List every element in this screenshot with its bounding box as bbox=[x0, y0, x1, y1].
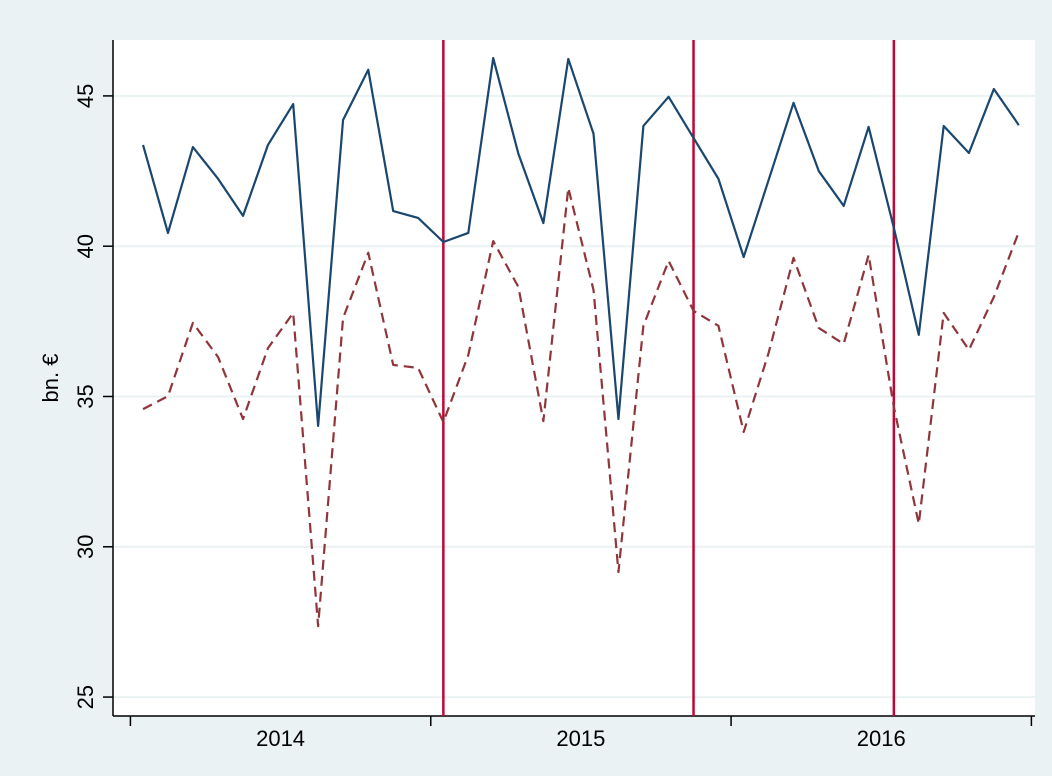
y-tick-label: 35 bbox=[73, 384, 98, 408]
x-tick-label: 2016 bbox=[857, 726, 906, 751]
y-tick-label: 30 bbox=[73, 535, 98, 559]
y-tick-label: 45 bbox=[73, 84, 98, 108]
y-axis-label: bn. € bbox=[38, 354, 63, 403]
y-tick-label: 40 bbox=[73, 234, 98, 258]
plot-area bbox=[113, 40, 1035, 716]
data-line bbox=[141, 56, 1020, 428]
y-tick-label: 25 bbox=[73, 685, 98, 709]
data-line bbox=[142, 186, 1020, 628]
x-tick-label: 2014 bbox=[256, 726, 305, 751]
x-tick-label: 2015 bbox=[556, 726, 605, 751]
